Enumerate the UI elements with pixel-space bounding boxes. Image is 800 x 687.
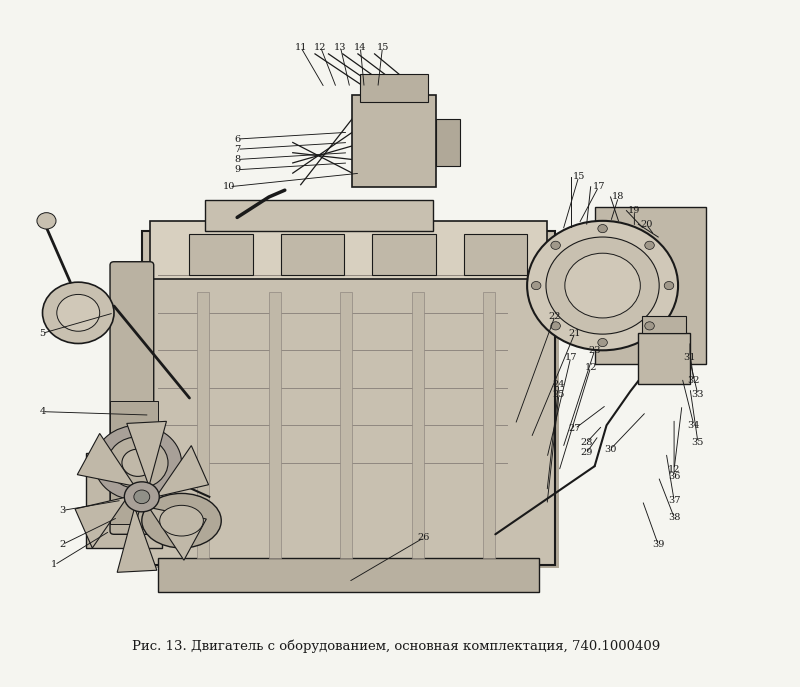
FancyBboxPatch shape: [110, 262, 154, 534]
Text: 4: 4: [39, 407, 46, 416]
Text: 17: 17: [565, 352, 577, 361]
Polygon shape: [156, 446, 209, 497]
Bar: [269, 293, 281, 558]
Bar: [158, 558, 539, 592]
Text: 5: 5: [39, 329, 46, 338]
Circle shape: [598, 225, 607, 233]
Text: 6: 6: [234, 135, 240, 144]
Circle shape: [57, 295, 100, 331]
Bar: [638, 333, 690, 385]
Text: 35: 35: [692, 438, 704, 447]
Text: 34: 34: [688, 420, 700, 430]
Polygon shape: [75, 497, 127, 548]
Bar: [206, 201, 433, 231]
Text: 25: 25: [553, 390, 565, 399]
Bar: [86, 453, 162, 548]
Text: 15: 15: [376, 43, 389, 52]
Text: 18: 18: [612, 192, 625, 201]
Circle shape: [108, 437, 168, 488]
Text: 8: 8: [234, 155, 240, 164]
Circle shape: [551, 322, 560, 330]
Bar: [281, 234, 344, 275]
Polygon shape: [117, 508, 157, 572]
Bar: [463, 234, 527, 275]
Text: 10: 10: [223, 182, 235, 191]
Text: 11: 11: [294, 43, 307, 52]
Circle shape: [546, 237, 659, 334]
Text: Рис. 13. Двигатель с оборудованием, основная комплектация, 740.1000409: Рис. 13. Двигатель с оборудованием, осно…: [132, 640, 660, 653]
Ellipse shape: [160, 506, 203, 536]
Text: 12: 12: [668, 465, 680, 474]
Text: 19: 19: [628, 206, 641, 215]
Text: 38: 38: [668, 513, 680, 521]
Bar: [142, 231, 555, 565]
Bar: [436, 119, 459, 166]
Bar: [341, 293, 352, 558]
Circle shape: [565, 254, 640, 318]
Bar: [146, 234, 559, 568]
Bar: [372, 234, 436, 275]
Text: 13: 13: [334, 43, 346, 52]
Text: 32: 32: [688, 376, 700, 385]
Bar: [198, 293, 210, 558]
Ellipse shape: [138, 497, 202, 538]
Text: 30: 30: [604, 444, 617, 453]
Bar: [412, 293, 424, 558]
Bar: [352, 95, 436, 187]
Text: 12: 12: [585, 363, 597, 372]
Bar: [360, 74, 428, 102]
Text: 1: 1: [51, 561, 58, 570]
Text: 23: 23: [588, 346, 601, 354]
Text: 21: 21: [569, 329, 581, 338]
Polygon shape: [149, 508, 206, 560]
Text: 17: 17: [592, 182, 605, 191]
Polygon shape: [126, 421, 166, 486]
Text: 31: 31: [684, 352, 696, 361]
Text: 22: 22: [549, 312, 561, 321]
Bar: [110, 401, 158, 524]
Circle shape: [94, 425, 182, 500]
Text: 9: 9: [234, 166, 240, 174]
Circle shape: [551, 241, 560, 249]
Text: 24: 24: [553, 380, 565, 389]
Circle shape: [122, 449, 154, 476]
Circle shape: [598, 339, 607, 347]
Text: 36: 36: [668, 472, 680, 481]
Circle shape: [42, 282, 114, 344]
Bar: [190, 234, 253, 275]
Text: 3: 3: [59, 506, 66, 515]
Bar: [642, 316, 686, 333]
Text: 27: 27: [569, 424, 581, 433]
Text: 29: 29: [581, 448, 593, 457]
Circle shape: [37, 213, 56, 229]
Text: 12: 12: [314, 43, 327, 52]
Text: 14: 14: [354, 43, 366, 52]
Text: 33: 33: [692, 390, 704, 399]
Circle shape: [124, 482, 159, 512]
Bar: [483, 293, 495, 558]
Circle shape: [664, 282, 674, 290]
Text: 39: 39: [652, 540, 664, 549]
Circle shape: [531, 282, 541, 290]
Circle shape: [645, 322, 654, 330]
Text: 2: 2: [59, 540, 66, 549]
Text: 26: 26: [418, 533, 430, 542]
Text: 37: 37: [668, 496, 680, 505]
Ellipse shape: [142, 493, 222, 548]
Circle shape: [134, 490, 150, 504]
Bar: [594, 207, 706, 364]
Text: 7: 7: [234, 145, 240, 154]
Text: 20: 20: [640, 220, 653, 229]
Circle shape: [527, 221, 678, 350]
Text: 15: 15: [573, 172, 585, 181]
Circle shape: [645, 241, 654, 249]
Bar: [150, 221, 547, 279]
Text: 28: 28: [581, 438, 593, 447]
Polygon shape: [78, 433, 134, 486]
